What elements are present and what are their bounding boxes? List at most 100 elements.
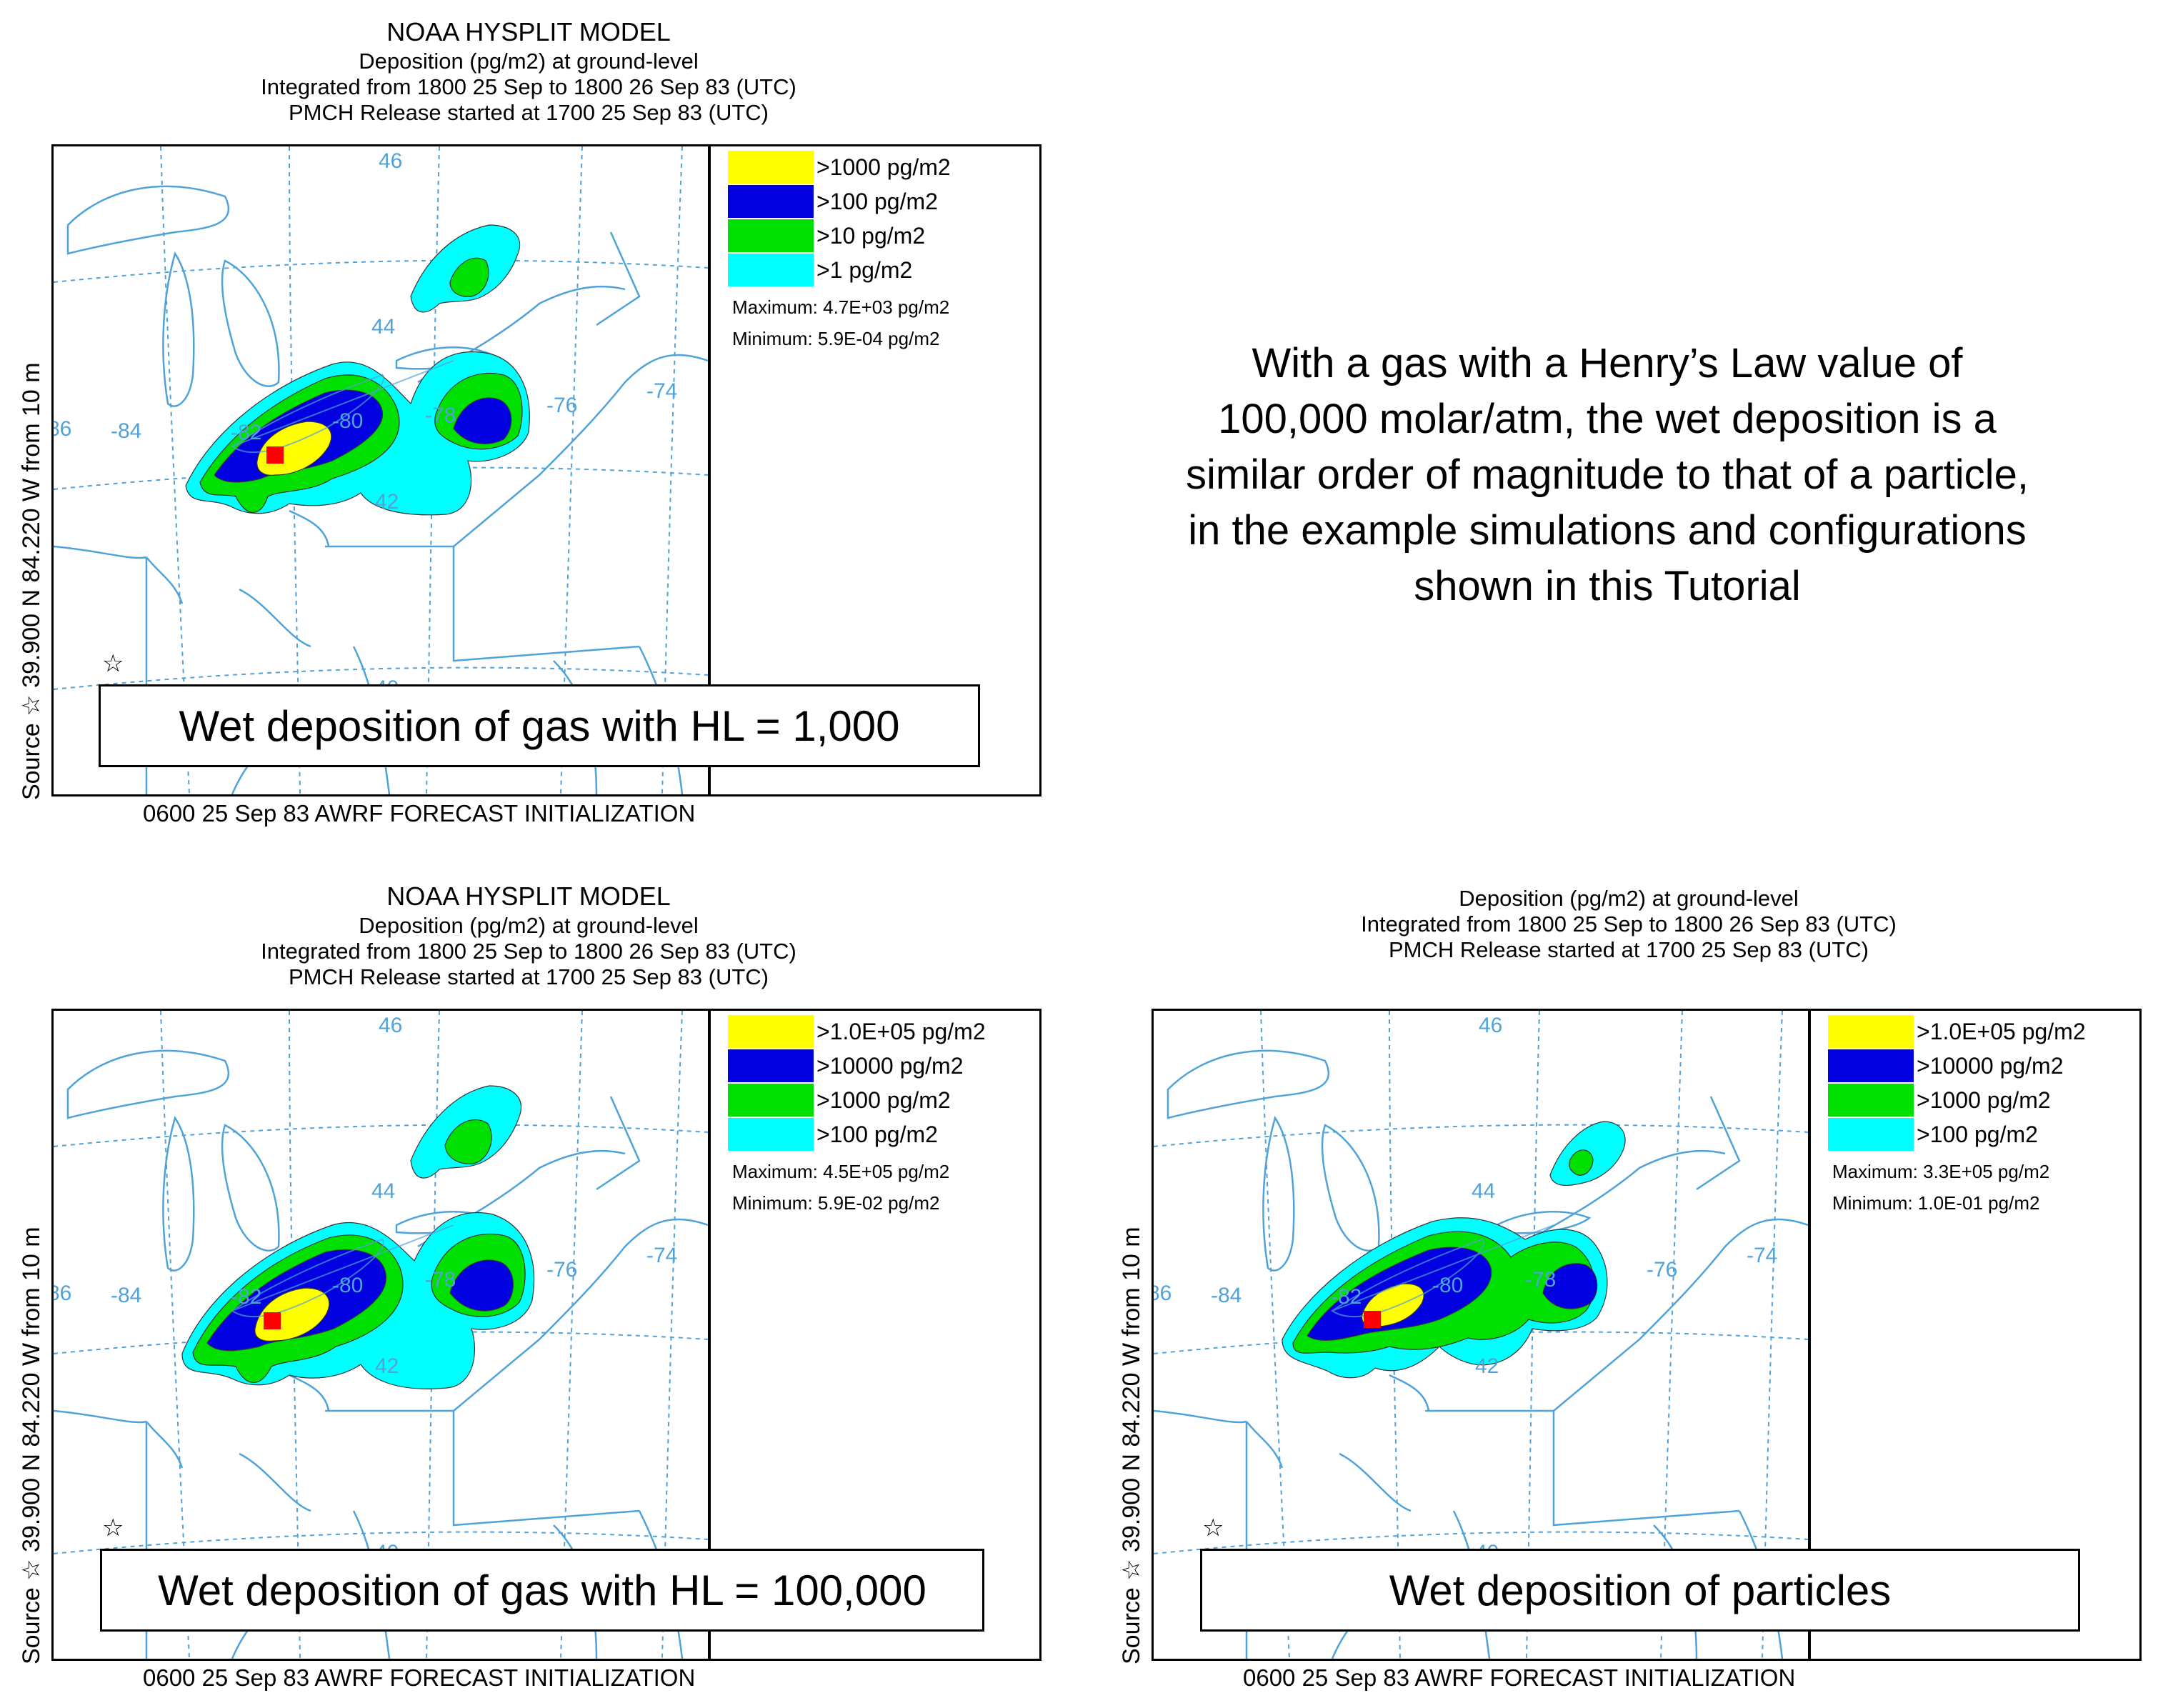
legend-label-3: >1000 pg/m2: [816, 1087, 951, 1113]
grid-label: -78: [425, 1268, 456, 1292]
legend-swatch-green: [1828, 1084, 1914, 1117]
legend-row-3: >1000 pg/m2: [728, 1084, 951, 1117]
grid-label: 46: [379, 149, 402, 173]
grid-label: -80: [332, 1274, 363, 1297]
legend-swatch-cyan: [728, 1118, 814, 1151]
lake-outline-1: [66, 185, 230, 255]
integration-line: Integrated from 1800 25 Sep to 1800 26 S…: [1361, 912, 1897, 937]
legend-row-4: >100 pg/m2: [728, 1118, 938, 1151]
source-star-icon: ☆: [1202, 1514, 1224, 1542]
grid-label: -78: [425, 404, 456, 427]
maximum-value: Maximum: 4.5E+05 pg/m2: [732, 1161, 950, 1182]
legend-swatch-blue: [728, 185, 814, 218]
panel-header: NOAA HYSPLIT MODEL Deposition (pg/m2) at…: [214, 880, 843, 990]
grid-label: -86: [54, 417, 71, 441]
integration-line: Integrated from 1800 25 Sep to 1800 26 S…: [261, 939, 796, 964]
maximum-value: Maximum: 4.7E+03 pg/m2: [732, 296, 950, 318]
grid-label: -80: [332, 409, 363, 433]
model-title: NOAA HYSPLIT MODEL: [386, 17, 671, 46]
grid-label: -82: [1331, 1285, 1362, 1309]
grid-label: -82: [231, 421, 261, 444]
grid-label: 42: [1475, 1354, 1499, 1378]
minimum-value: Minimum: 5.9E-02 pg/m2: [732, 1192, 940, 1214]
source-star-icon: ☆: [102, 1514, 124, 1542]
legend-label-1: >1000 pg/m2: [816, 154, 951, 180]
grid-label: -82: [231, 1285, 261, 1309]
minimum-value: Minimum: 5.9E-04 pg/m2: [732, 328, 940, 349]
latitude-gridlines: [1154, 1124, 1808, 1554]
grid-label: 44: [371, 315, 395, 339]
legend-swatch-cyan: [1828, 1118, 1914, 1151]
legend-row-2: >10000 pg/m2: [1828, 1049, 2064, 1082]
legend-label-3: >1000 pg/m2: [1917, 1087, 2051, 1113]
model-title: NOAA HYSPLIT MODEL: [386, 882, 671, 911]
deposition-line: Deposition (pg/m2) at ground-level: [359, 49, 699, 74]
grid-label: -84: [1211, 1284, 1242, 1307]
lake-outline-2: [1262, 1116, 1295, 1272]
deposition-line: Deposition (pg/m2) at ground-level: [1459, 886, 1799, 911]
minimum-value: Minimum: 1.0E-01 pg/m2: [1832, 1192, 2040, 1214]
integration-line: Integrated from 1800 25 Sep to 1800 26 S…: [261, 74, 796, 99]
grid-label: 46: [1479, 1014, 1502, 1037]
grid-label: 42: [375, 1354, 399, 1378]
legend-swatch-green: [728, 1084, 814, 1117]
legend-row-2: >100 pg/m2: [728, 185, 938, 218]
latitude-gridlines: [54, 1124, 708, 1554]
panel-header: Deposition (pg/m2) at ground-level Integ…: [1314, 886, 1943, 963]
grid-label: 42: [375, 490, 399, 514]
source-side-label: Source ☆ 39.900 N 84.220 W from 10 m: [18, 362, 45, 800]
lake-outline-1: [1167, 1049, 1330, 1119]
grid-label: 46: [379, 1014, 402, 1037]
explanatory-note: With a gas with a Henry’s Law value of 1…: [1186, 340, 2029, 609]
lake-outline-5: [1495, 1211, 1592, 1234]
release-line: PMCH Release started at 1700 25 Sep 83 (…: [1389, 937, 1869, 962]
grid-label: -84: [111, 419, 141, 443]
grid-label: -78: [1525, 1268, 1556, 1292]
legend-label-4: >100 pg/m2: [1917, 1121, 2038, 1147]
forecast-footer: 0600 25 Sep 83 AWRF FORECAST INITIALIZAT…: [143, 800, 696, 826]
legend-swatch-yellow: [1828, 1015, 1914, 1048]
source-side-label: Source ☆ 39.900 N 84.220 W from 10 m: [18, 1227, 45, 1664]
legend-row-3: >10 pg/m2: [728, 219, 925, 252]
legend-swatch-blue: [1828, 1049, 1914, 1082]
grid-label: -74: [646, 379, 677, 403]
legend-row-1: >1000 pg/m2: [728, 151, 951, 184]
grid-label: -86: [1154, 1282, 1172, 1305]
deposition-line: Deposition (pg/m2) at ground-level: [359, 913, 699, 938]
legend-label-4: >100 pg/m2: [816, 1121, 938, 1147]
lake-outline-1: [66, 1049, 230, 1119]
release-line: PMCH Release started at 1700 25 Sep 83 (…: [289, 100, 769, 125]
grid-label: -74: [1747, 1244, 1777, 1267]
map-geography: [54, 1011, 708, 1659]
grid-label: 44: [371, 1179, 395, 1203]
legend-row-1: >1.0E+05 pg/m2: [728, 1015, 986, 1048]
lake-outline-3: [221, 259, 280, 387]
legend-label-1: >1.0E+05 pg/m2: [816, 1018, 986, 1044]
grid-label: -84: [111, 1284, 141, 1307]
legend-swatch-yellow: [728, 1015, 814, 1048]
lake-outline-3: [1321, 1124, 1380, 1252]
forecast-footer: 0600 25 Sep 83 AWRF FORECAST INITIALIZAT…: [143, 1664, 696, 1691]
latitude-gridlines: [54, 259, 708, 690]
grid-label: -76: [546, 394, 577, 417]
lake-outline-2: [162, 251, 195, 407]
panel-caption: Wet deposition of gas with HL = 1,000: [99, 684, 980, 767]
grid-label: -76: [1647, 1258, 1677, 1282]
forecast-footer: 0600 25 Sep 83 AWRF FORECAST INITIALIZAT…: [1243, 1664, 1796, 1691]
panel-caption: Wet deposition of particles: [1200, 1549, 2080, 1632]
legend-label-2: >100 pg/m2: [816, 188, 938, 214]
source-side-label: Source ☆ 39.900 N 84.220 W from 10 m: [1118, 1227, 1145, 1664]
legend-label-1: >1.0E+05 pg/m2: [1917, 1018, 2086, 1044]
legend-row-2: >10000 pg/m2: [728, 1049, 964, 1082]
panel-header: NOAA HYSPLIT MODEL Deposition (pg/m2) at…: [214, 16, 843, 126]
release-line: PMCH Release started at 1700 25 Sep 83 (…: [289, 964, 769, 989]
grid-label: -76: [546, 1258, 577, 1282]
legend-label-2: >10000 pg/m2: [1917, 1052, 2064, 1079]
legend-row-1: >1.0E+05 pg/m2: [1828, 1015, 2086, 1048]
release-location-marker: [1364, 1311, 1381, 1328]
legend-swatch-cyan: [728, 254, 814, 286]
